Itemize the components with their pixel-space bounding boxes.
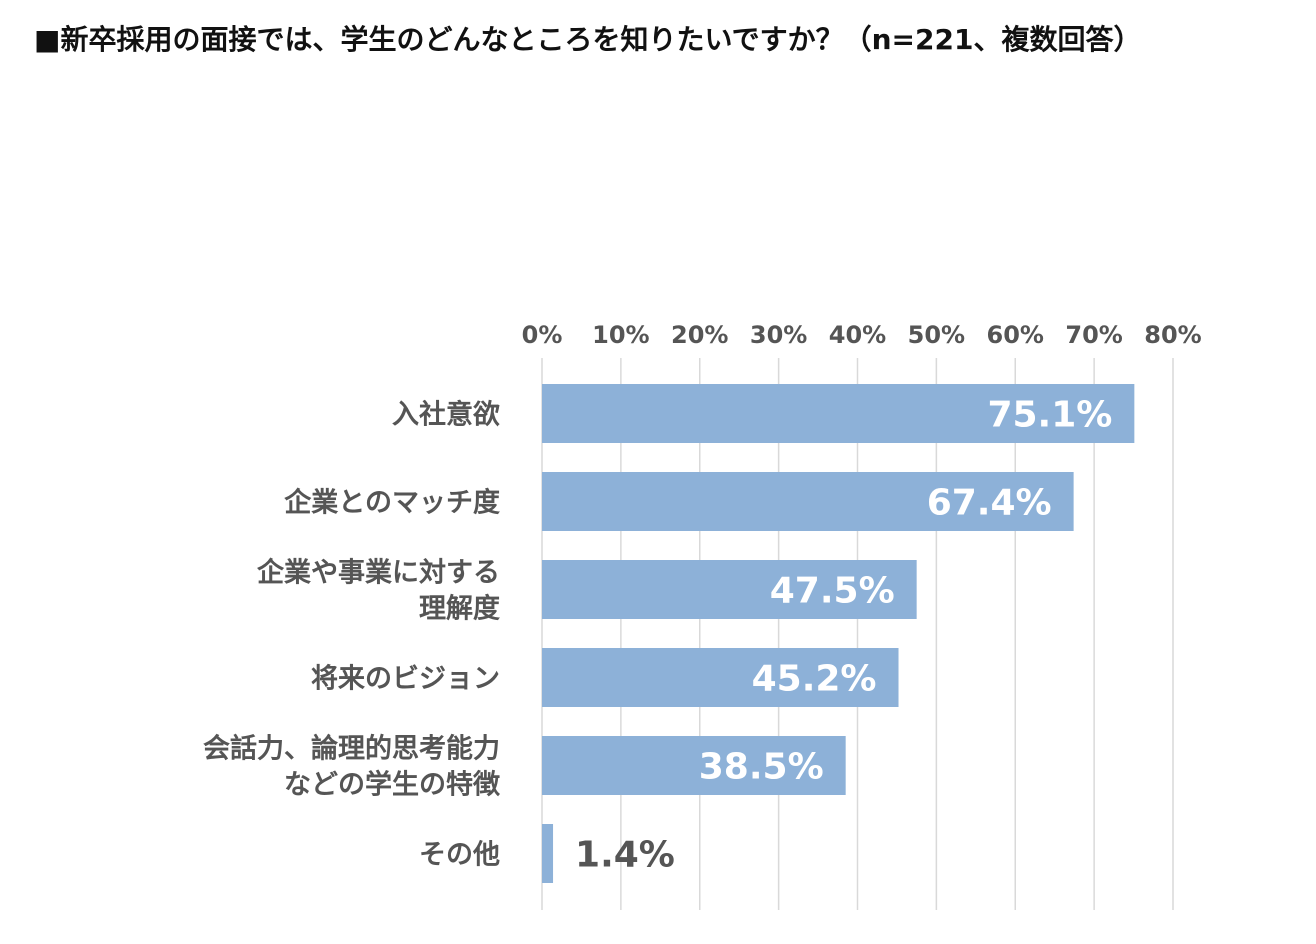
value-label: 67.4%: [927, 483, 1052, 524]
x-tick-label: 70%: [1065, 321, 1122, 349]
category-label: 入社意欲: [392, 399, 500, 431]
category-label: 企業や事業に対する理解度: [257, 557, 500, 625]
value-label: 75.1%: [987, 395, 1112, 436]
gridlines: [541, 358, 1174, 910]
x-axis-ticks: 0% 10% 20% 30% 40% 50% 60% 70% 80%: [522, 321, 1202, 349]
x-tick-label: 20%: [671, 321, 728, 349]
bars: [542, 384, 1135, 883]
category-label: その他: [419, 840, 500, 871]
category-label: 会話力、論理的思考能力などの学生の特徴: [203, 733, 501, 801]
category-label: 企業とのマッチ度: [284, 487, 500, 519]
value-label: 38.5%: [699, 747, 824, 788]
bar: [542, 824, 554, 883]
chart-title: ■新卒採用の面接では、学生のどんなところを知りたいですか？（n=221、複数回答…: [34, 23, 1142, 56]
bar: [542, 384, 1135, 443]
x-tick-label: 30%: [750, 321, 807, 349]
x-tick-label: 60%: [987, 321, 1044, 349]
x-tick-label: 50%: [908, 321, 965, 349]
value-label: 47.5%: [770, 571, 895, 612]
bar: [542, 560, 917, 619]
bar: [542, 472, 1074, 531]
bar: [542, 648, 899, 707]
bar: [542, 736, 846, 795]
x-tick-label: 10%: [592, 321, 649, 349]
value-label: 45.2%: [752, 659, 877, 700]
category-labels: 入社意欲企業とのマッチ度企業や事業に対する理解度将来のビジョン会話力、論理的思考…: [203, 399, 501, 871]
value-labels: 75.1% 67.4% 47.5% 45.2% 38.5% 1.4%: [575, 395, 1112, 876]
category-label: 将来のビジョン: [311, 664, 500, 695]
value-label: 1.4%: [575, 835, 675, 876]
x-tick-label: 80%: [1144, 321, 1201, 349]
x-tick-label: 0%: [522, 321, 563, 349]
x-tick-label: 40%: [829, 321, 886, 349]
